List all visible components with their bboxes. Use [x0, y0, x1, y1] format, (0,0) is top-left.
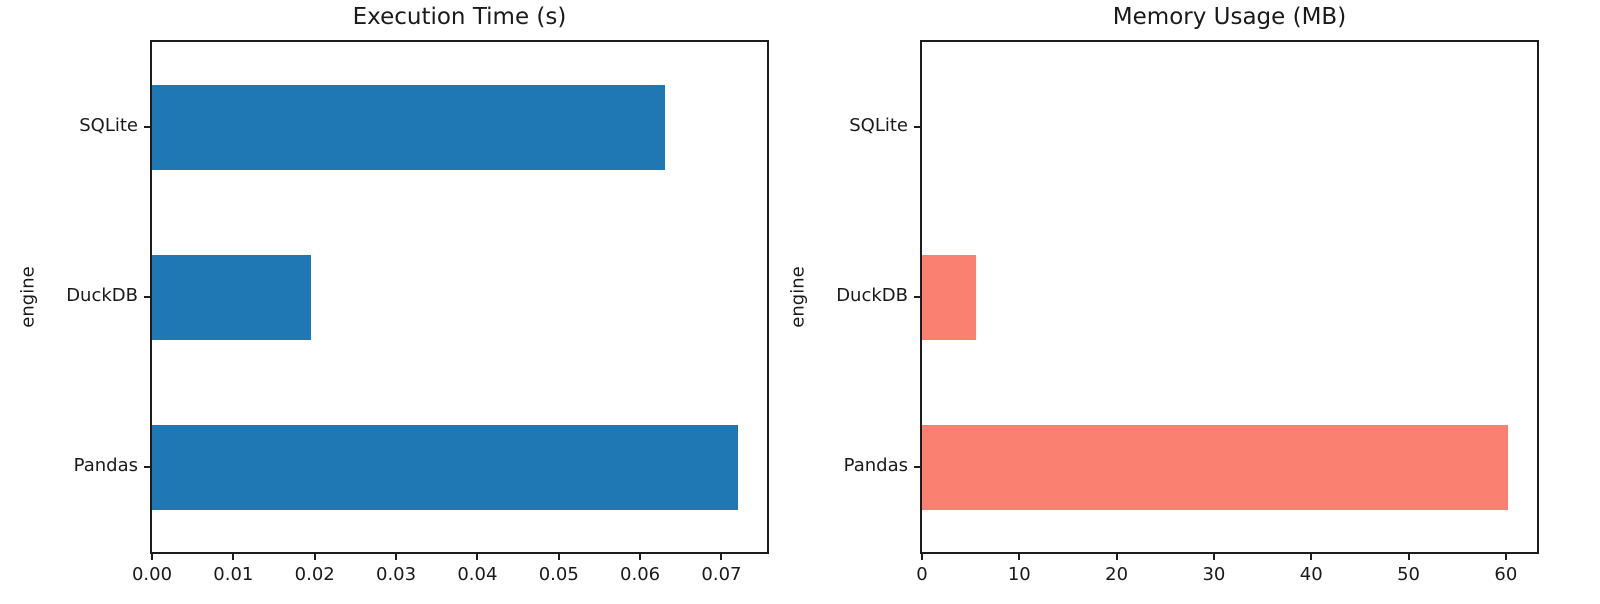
x-tick-mark: [313, 554, 316, 560]
x-tick-label: 0.03: [376, 564, 417, 585]
x-tick-mark: [476, 554, 479, 560]
x-tick-label: 60: [1494, 564, 1518, 585]
x-tick-mark: [639, 554, 642, 560]
x-tick-mark: [557, 554, 560, 560]
bar-duckdb: [922, 254, 976, 340]
x-tick-mark: [1407, 554, 1410, 560]
x-tick-mark: [1212, 554, 1215, 560]
x-tick-mark: [1115, 554, 1118, 560]
x-tick-label: 0.07: [701, 564, 742, 585]
x-tick-label: 0: [916, 564, 928, 585]
chart-title: Execution Time (s): [352, 4, 567, 30]
chart-title: Memory Usage (MB): [1112, 4, 1347, 30]
x-tick-label: 30: [1202, 564, 1226, 585]
bar-pandas: [152, 424, 738, 510]
x-tick-label: 0.05: [538, 564, 579, 585]
y-tick-label-duckdb: DuckDB: [836, 285, 908, 306]
y-tick-mark: [144, 466, 150, 468]
x-tick-mark: [232, 554, 235, 560]
y-tick-label-pandas: Pandas: [73, 455, 138, 476]
x-tick-mark: [720, 554, 723, 560]
x-tick-label: 50: [1397, 564, 1420, 585]
y-tick-mark: [914, 296, 920, 298]
y-tick-mark: [144, 296, 150, 298]
x-tick-label: 0.06: [620, 564, 661, 585]
y-tick-mark: [914, 466, 920, 468]
x-tick-mark: [1504, 554, 1507, 560]
x-tick-label: 0.04: [457, 564, 498, 585]
x-tick-mark: [921, 554, 923, 560]
x-tick-label: 0.01: [213, 564, 254, 585]
x-tick-mark: [1018, 554, 1021, 560]
x-tick-label: 10: [1007, 564, 1031, 585]
bar-duckdb: [152, 254, 312, 340]
bar-sqlite: [152, 84, 665, 170]
y-tick-mark: [914, 126, 920, 128]
x-tick-label: 0.02: [294, 564, 335, 585]
y-tick-mark: [144, 126, 150, 128]
bar-pandas: [922, 424, 1508, 510]
y-tick-label-pandas: Pandas: [843, 455, 908, 476]
x-tick-mark: [151, 554, 153, 560]
x-tick-label: 0.00: [131, 564, 173, 585]
x-tick-label: 20: [1105, 564, 1129, 585]
x-tick-mark: [395, 554, 398, 560]
x-tick-label: 40: [1299, 564, 1323, 585]
y-tick-label-sqlite: SQLite: [79, 115, 138, 136]
y-tick-label-duckdb: DuckDB: [66, 285, 138, 306]
x-tick-mark: [1310, 554, 1313, 560]
y-tick-label-sqlite: SQLite: [849, 115, 908, 136]
